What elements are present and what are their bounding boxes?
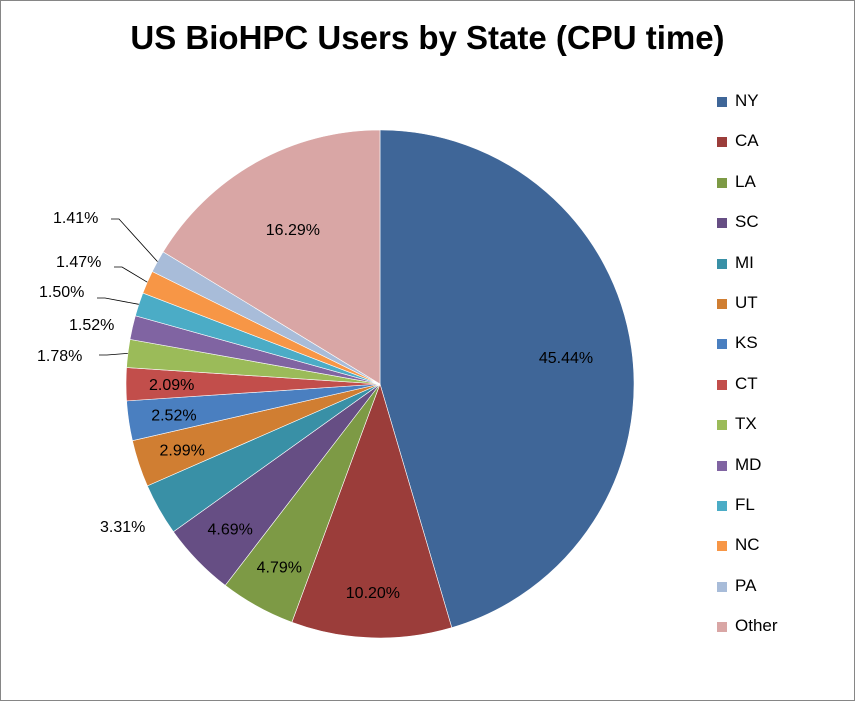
pie-slice-ny bbox=[379, 129, 635, 629]
legend-label: SC bbox=[735, 212, 759, 232]
data-label-mi: 3.31% bbox=[100, 519, 145, 536]
legend-label: MI bbox=[735, 252, 754, 272]
legend-label: FL bbox=[735, 495, 755, 514]
data-label-ny: 45.44% bbox=[539, 350, 593, 367]
legend-swatch bbox=[717, 379, 727, 390]
legend-swatch bbox=[717, 339, 727, 350]
legend-swatch bbox=[717, 541, 727, 552]
legend-swatch bbox=[717, 420, 727, 431]
legend-swatch bbox=[717, 97, 727, 107]
chart-title: US BioHPC Users by State (CPU time) bbox=[130, 19, 725, 56]
legend-swatch bbox=[717, 501, 727, 511]
legend-label: NC bbox=[735, 535, 760, 555]
data-label-ut: 2.99% bbox=[160, 442, 205, 459]
legend-label: MD bbox=[735, 454, 762, 474]
legend-label: PA bbox=[735, 575, 757, 595]
leader-line-nc bbox=[114, 266, 148, 283]
data-label-fl: 1.50% bbox=[39, 284, 84, 301]
pie-slice-other bbox=[162, 129, 381, 385]
legend-label: UT bbox=[735, 293, 758, 312]
data-label-tx: 1.78% bbox=[37, 348, 82, 365]
data-label-sc: 4.69% bbox=[208, 522, 253, 539]
data-label-pa: 1.41% bbox=[53, 210, 98, 227]
legend-swatch bbox=[717, 137, 727, 148]
legend-label: CA bbox=[735, 131, 759, 151]
legend-label: Other bbox=[735, 616, 778, 636]
legend-label: LA bbox=[735, 171, 756, 191]
legend-swatch bbox=[717, 581, 727, 592]
data-label-ca: 10.20% bbox=[346, 585, 400, 602]
data-label-ks: 2.52% bbox=[151, 407, 196, 424]
legend-label: KS bbox=[735, 333, 758, 353]
leader-line-fl bbox=[97, 297, 139, 305]
pie-slice-ca bbox=[291, 383, 453, 639]
legend-label: CT bbox=[735, 373, 758, 393]
data-label-nc: 1.47% bbox=[56, 254, 101, 271]
legend-label: NY bbox=[735, 91, 759, 110]
data-label-other: 16.29% bbox=[266, 222, 320, 239]
leader-line-pa bbox=[111, 218, 158, 262]
legend-swatch bbox=[717, 622, 727, 633]
legend-label: TX bbox=[735, 414, 757, 434]
data-label-md: 1.52% bbox=[69, 317, 114, 334]
data-label-la: 4.79% bbox=[257, 559, 302, 576]
legend-swatch bbox=[717, 218, 727, 229]
legend-swatch bbox=[717, 177, 727, 188]
data-label-ct: 2.09% bbox=[149, 377, 194, 394]
legend-swatch bbox=[717, 460, 727, 471]
legend-swatch bbox=[717, 299, 727, 309]
legend-swatch bbox=[717, 258, 727, 269]
leader-line-tx bbox=[99, 353, 128, 356]
